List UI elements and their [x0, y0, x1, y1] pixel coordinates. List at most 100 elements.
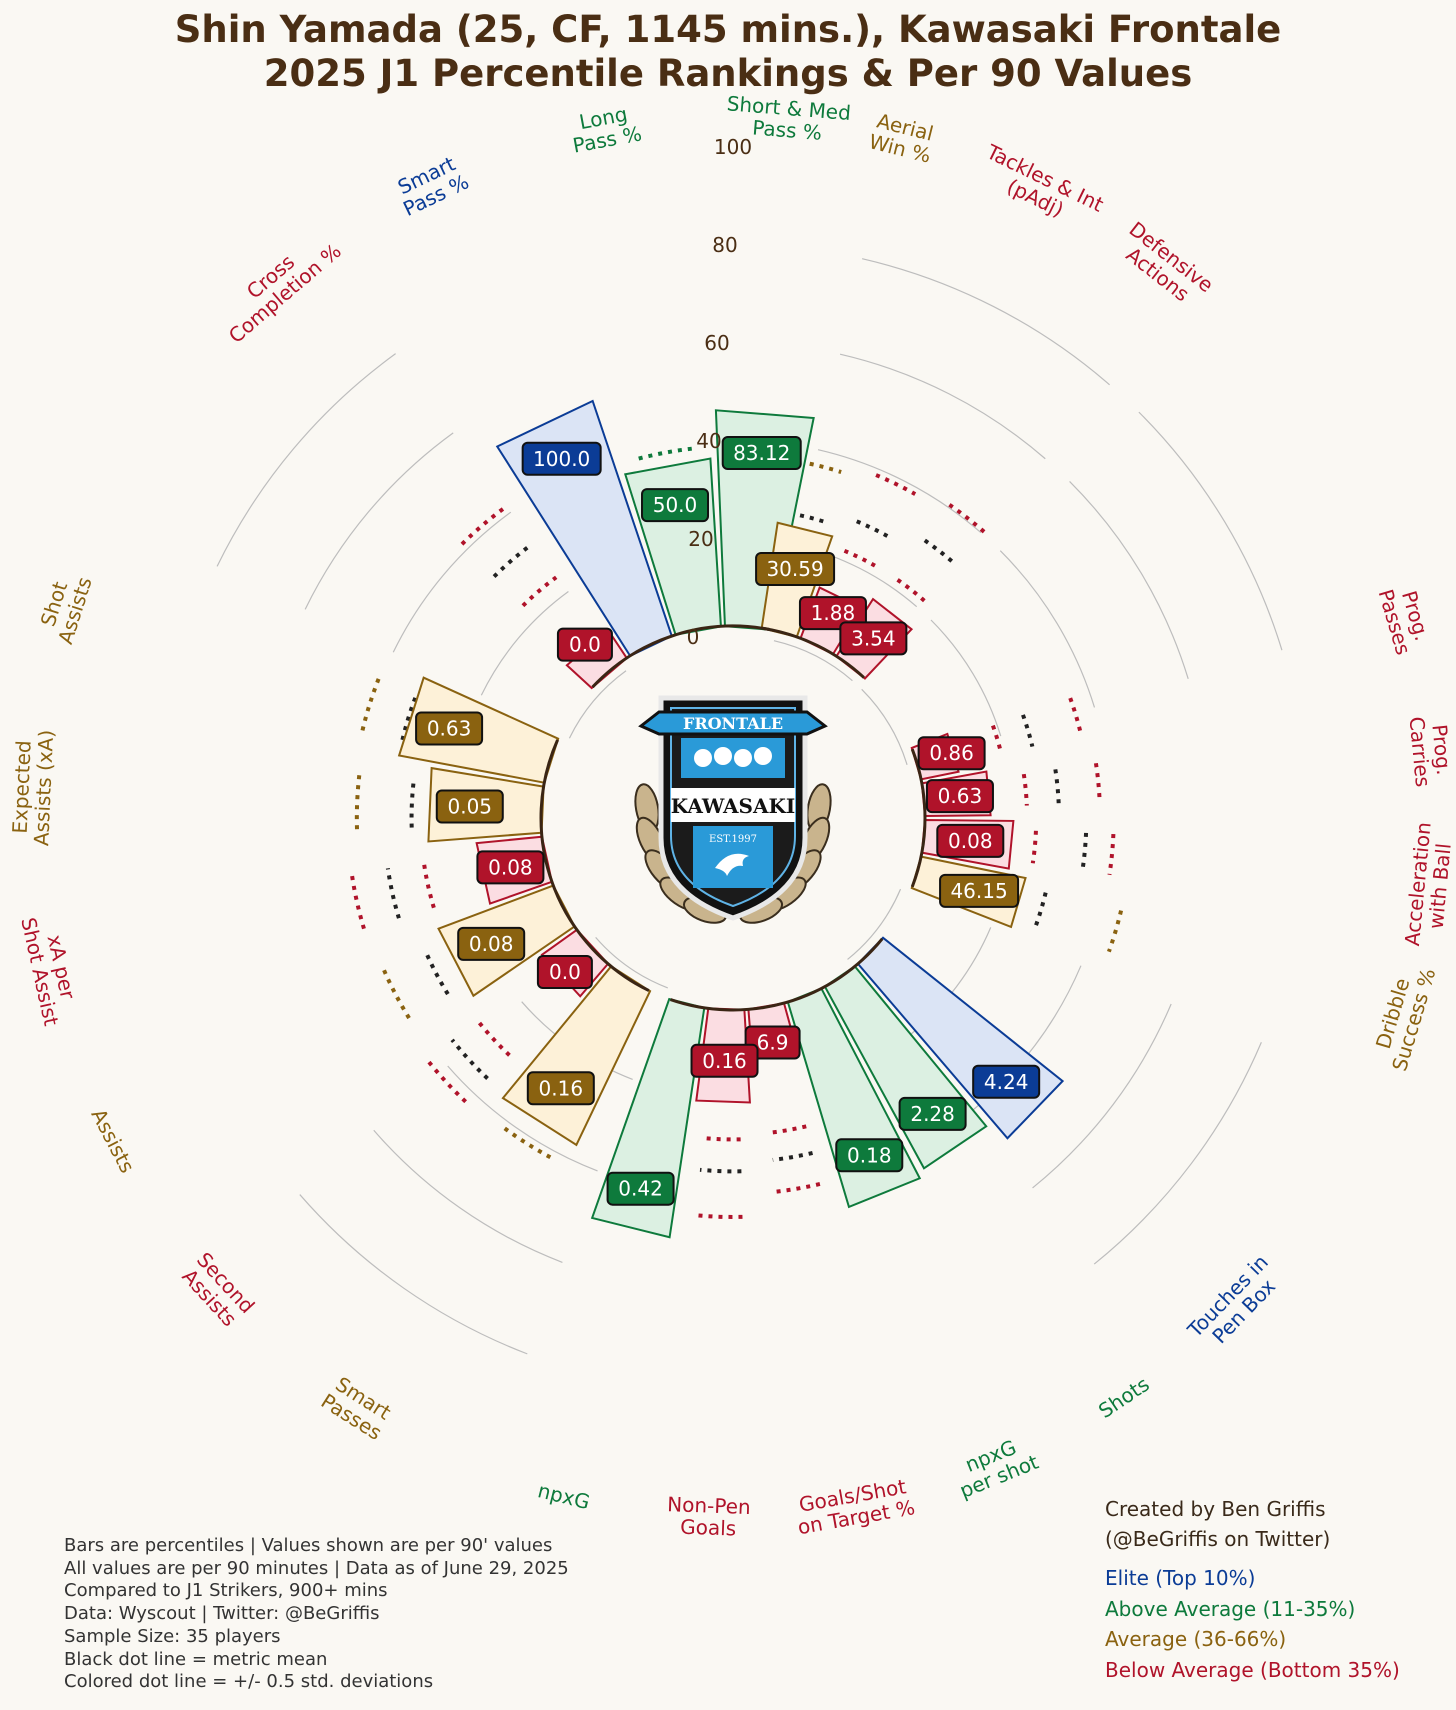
reference-dot-line: [354, 773, 362, 830]
value-label-box: [435, 789, 504, 824]
value-label: 0.86: [929, 741, 974, 765]
metric-label: npxG: [535, 1478, 592, 1514]
reference-dot-line: [450, 1038, 489, 1080]
value-label-box: [690, 1043, 759, 1078]
metric-label-line: Assists: [86, 1105, 139, 1177]
radial-tick-label: 100: [714, 135, 752, 159]
radial-tick-label: 20: [688, 527, 713, 551]
reference-dot-line: [896, 578, 926, 603]
value-label: 50.0: [653, 493, 698, 517]
metric-label: LongPass %: [567, 100, 644, 158]
metric-label: Touches inPen Box: [1182, 1250, 1289, 1358]
reference-dot-line: [1068, 697, 1084, 736]
metric-label: ShotAssists: [32, 567, 97, 646]
value-label-box: [835, 1138, 904, 1173]
reference-dot-line: [409, 780, 416, 828]
grid-arc: [1069, 480, 1189, 680]
footnote-line: Black dot line = metric mean: [64, 1648, 328, 1670]
value-label-box: [744, 1025, 801, 1060]
club-crest-logo: FRONTALE KAWASAKI EST.1997: [634, 695, 832, 924]
value-label: 2.28: [910, 1102, 955, 1126]
grid-arc: [1032, 1003, 1172, 1189]
footnote-line: All values are per 90 minutes | Data as …: [64, 1557, 569, 1579]
reference-dot-line: [425, 1058, 468, 1104]
metric-label: xA perShot Assist: [16, 911, 85, 1029]
metric-label: Shots: [1094, 1372, 1154, 1423]
legend: Elite (Top 10%) Above Average (11-35%) A…: [1105, 1563, 1400, 1685]
value-label-box: [898, 1096, 967, 1131]
reference-dot-line: [638, 446, 693, 461]
reference-dot-line: [1033, 892, 1048, 927]
credit: Created by Ben Griffis (@BeGriffis on Tw…: [1105, 1494, 1330, 1554]
reference-dot-line: [1053, 769, 1061, 805]
value-label: 0.18: [847, 1143, 892, 1167]
footnote-line: Sample Size: 35 players: [64, 1625, 281, 1647]
group-baseline-arc: [670, 937, 884, 1012]
value-label-box: [936, 823, 1005, 858]
legend-entry-above-average: Above Average (11-35%): [1105, 1596, 1356, 1621]
value-label-box: [939, 873, 1020, 908]
metric-label-line: Goals: [680, 1515, 737, 1541]
radial-tick-label: 60: [704, 331, 729, 355]
value-label: 0.08: [469, 932, 514, 956]
value-label-box: [521, 441, 602, 476]
reference-dot-line: [702, 1136, 741, 1142]
reference-dot-line: [1080, 832, 1089, 872]
reference-dot-line: [501, 1125, 552, 1159]
metric-label: DefensiveActions: [1111, 217, 1218, 315]
value-label-box: [755, 551, 836, 586]
chart-title: Shin Yamada (25, CF, 1145 mins.), Kawasa…: [0, 8, 1456, 96]
value-label: 1.88: [811, 601, 856, 625]
grid-arc: [847, 888, 902, 960]
reference-dot-line: [776, 1182, 821, 1194]
metric-label: Tackles & Int(pAdj): [972, 139, 1107, 236]
reference-dot-line: [360, 676, 382, 731]
grid-arc: [447, 1065, 598, 1172]
value-label: 100.0: [533, 447, 590, 471]
grid-arc: [392, 511, 512, 653]
value-label: 0.08: [948, 829, 993, 853]
value-labels-layer: 0.0 100.0 50.0 83.12 30.59 1.883.54 0.86 0.63 0.…: [415, 436, 1041, 1206]
metric-label-line: npxG: [535, 1478, 592, 1514]
flower-icon: [694, 747, 772, 767]
group-baseline-arc: [762, 626, 865, 679]
reference-dot-line: [772, 1150, 814, 1162]
value-label: 0.0: [549, 960, 581, 984]
value-label-box: [972, 1064, 1041, 1099]
legend-entry-elite: Elite (Top 10%): [1105, 1566, 1256, 1590]
footnote-line: Data: Wyscout | Twitter: @BeGriffis: [64, 1603, 380, 1625]
metric-label: Prog.Passes: [1374, 580, 1437, 657]
value-label: 0.16: [702, 1049, 747, 1073]
footnote-line: Bars are percentiles | Values shown are …: [64, 1535, 553, 1556]
reference-dot-line: [1093, 762, 1102, 803]
reference-dot-line: [991, 724, 1004, 755]
reference-dot-line: [460, 505, 507, 546]
radial-tick-labels-layer: 0 20 40 60 80 100: [687, 135, 752, 649]
legend-entry-average: Average (36-66%): [1105, 1627, 1287, 1651]
metric-label: Assists: [86, 1105, 139, 1177]
reference-dot-line: [923, 538, 958, 567]
value-label-box: [641, 488, 710, 523]
credit-line-2: (@BeGriffis on Twitter): [1105, 1527, 1331, 1551]
value-label-box: [721, 436, 802, 471]
metric-label-line: Pass %: [751, 115, 822, 144]
grid-arc: [373, 1129, 563, 1263]
reference-dot-line: [1107, 910, 1124, 953]
reference-dot-line: [421, 862, 436, 909]
footnote-line: Compared to J1 Strikers, 900+ mins: [64, 1580, 388, 1602]
reference-dot-line: [475, 1018, 511, 1057]
group-arcs-layer: [539, 624, 927, 1012]
metric-label: SmartPass %: [390, 150, 473, 221]
metric-label: SmartPasses: [317, 1370, 398, 1445]
grid-arc: [568, 670, 627, 739]
grid-arc: [930, 619, 1002, 737]
value-label-box: [925, 779, 994, 814]
footnotes: Bars are percentiles | Values shown are …: [64, 1535, 569, 1694]
reference-dot-line: [769, 1124, 807, 1135]
metric-label: CrossCompletion %: [210, 222, 346, 348]
value-label: 0.05: [448, 795, 493, 819]
value-label-box: [556, 627, 613, 662]
group-baseline-arc: [539, 739, 650, 992]
value-label: 6.9: [757, 1031, 789, 1055]
